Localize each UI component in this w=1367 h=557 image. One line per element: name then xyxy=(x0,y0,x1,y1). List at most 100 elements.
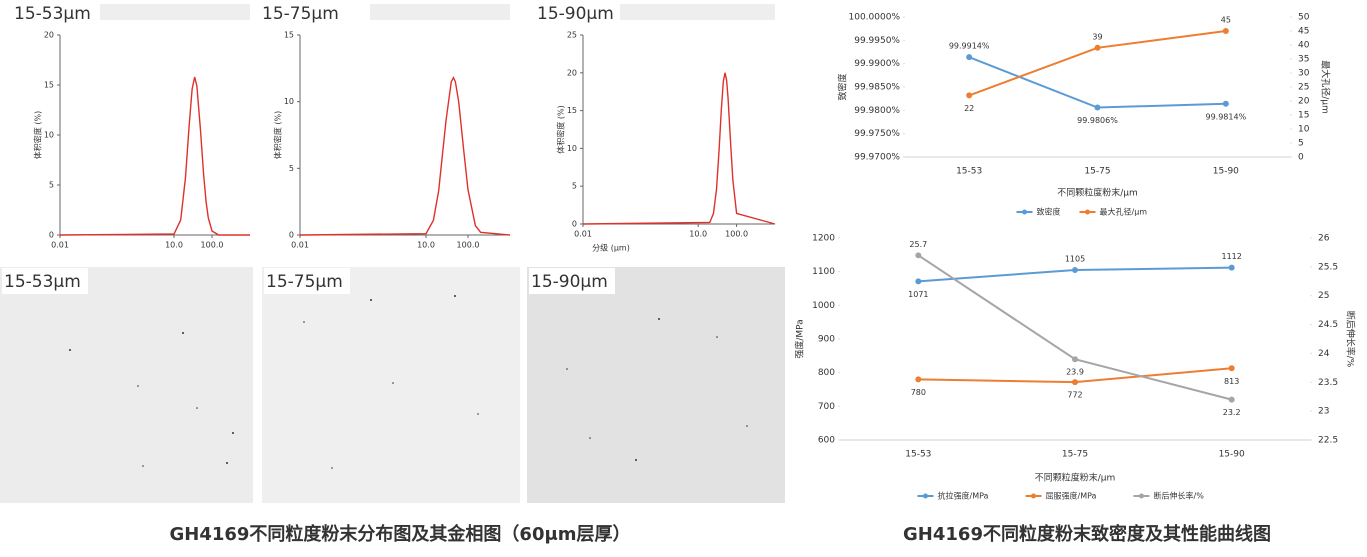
x-tick-label: 10.0 xyxy=(689,230,707,239)
title-bar xyxy=(620,4,775,20)
y2-tick-label: 25 xyxy=(1318,291,1329,301)
distribution-curve xyxy=(59,76,250,236)
micrograph-label: 15-90μm xyxy=(531,272,608,292)
legend-label: 屈服强度/MPa xyxy=(1046,491,1097,501)
distribution-curve xyxy=(582,72,776,225)
y-tick-label: 99.9900% xyxy=(854,59,900,69)
caption: GH4169不同粒度粉末分布图及其金相图（60μm层厚） xyxy=(170,523,631,545)
x-tick-label: 0.01 xyxy=(574,230,592,239)
micrograph xyxy=(527,267,785,503)
value-label: 22 xyxy=(964,104,974,113)
point xyxy=(1072,356,1078,363)
micrograph-label: 15-75μm xyxy=(266,272,343,292)
y-tick-label: 5 xyxy=(572,182,577,191)
legend-marker xyxy=(1022,209,1027,215)
y-tick-label: 700 xyxy=(818,402,835,412)
legend-marker xyxy=(923,493,928,499)
y-axis-title: 致密度 xyxy=(837,73,849,100)
y-tick-label: 900 xyxy=(818,335,835,345)
y-tick-label: 99.9700% xyxy=(854,153,900,163)
value-label: 23.2 xyxy=(1223,408,1241,417)
y-tick-label: 20 xyxy=(567,68,577,77)
point xyxy=(966,92,973,99)
y2-tick-label: 23.5 xyxy=(1318,378,1338,388)
y-tick-label: 99.9950% xyxy=(854,36,900,46)
y2-tick-label: 15 xyxy=(1298,111,1309,121)
point xyxy=(1094,44,1101,51)
y2-tick-label: 26 xyxy=(1318,234,1330,244)
y-tick-label: 600 xyxy=(818,436,835,446)
y-tick-label: 5 xyxy=(49,181,54,190)
y-axis-title: 体积密度 (%) xyxy=(556,105,566,153)
chart-title: 15-53μm xyxy=(14,4,91,24)
y-tick-label: 100.0000% xyxy=(849,13,901,23)
series-line xyxy=(917,254,1232,401)
label-bg xyxy=(2,268,88,294)
y-tick-label: 99.9850% xyxy=(854,83,900,93)
x-axis-title: 不同颗粒度粉末/μm xyxy=(1035,472,1116,484)
value-label: 99.9914% xyxy=(949,42,990,51)
x-tick-label: 10.0 xyxy=(165,241,183,250)
x-tick-label: 15-75 xyxy=(1084,167,1110,177)
y2-tick-label: 22.5 xyxy=(1318,436,1338,446)
value-label: 99.9814% xyxy=(1205,112,1246,121)
caption: GH4169不同粒度粉末致密度及其性能曲线图 xyxy=(903,523,1271,545)
y-tick-label: 10 xyxy=(567,144,577,153)
y-tick-label: 15 xyxy=(284,31,294,40)
y2-tick-label: 40 xyxy=(1298,41,1310,51)
y2-tick-label: 25.5 xyxy=(1318,262,1338,272)
legend-label: 最大孔径/μm xyxy=(1100,207,1148,217)
value-label: 99.9806% xyxy=(1077,116,1118,125)
x-tick-label: 10.0 xyxy=(417,241,435,250)
y-axis-title: 强度/MPa xyxy=(794,319,806,358)
micrograph-label: 15-53μm xyxy=(4,272,81,292)
legend-label: 抗拉强度/MPa xyxy=(938,491,989,501)
y2-tick-label: 20 xyxy=(1298,97,1310,107)
y2-tick-label: 25 xyxy=(1298,83,1309,93)
value-label: 780 xyxy=(911,388,926,397)
x-tick-label: 100.0 xyxy=(457,241,480,250)
x-tick-label: 100.0 xyxy=(725,230,748,239)
point xyxy=(1228,365,1235,372)
label-bg xyxy=(264,268,350,294)
legend-label: 致密度 xyxy=(1037,207,1061,217)
y-tick-label: 0 xyxy=(289,231,294,240)
point xyxy=(1228,396,1235,403)
x-tick-label: 15-75 xyxy=(1062,450,1088,460)
y-tick-label: 15 xyxy=(44,81,54,90)
x-tick-label: 15-53 xyxy=(956,167,982,177)
y2-tick-label: 0 xyxy=(1298,153,1304,163)
x-axis-title: 分级 (μm) xyxy=(592,243,630,253)
y2-tick-label: 24.5 xyxy=(1318,320,1338,330)
y-tick-label: 20 xyxy=(44,31,54,40)
y2-tick-label: 23 xyxy=(1318,407,1329,417)
y-tick-label: 1200 xyxy=(812,234,835,244)
x-tick-label: 0.01 xyxy=(51,241,69,250)
label-bg xyxy=(529,268,615,294)
y-axis-title: 体积密度 (%) xyxy=(33,111,43,159)
y-tick-label: 15 xyxy=(567,106,577,115)
point xyxy=(915,278,922,285)
y-tick-label: 800 xyxy=(818,368,835,378)
y-tick-label: 10 xyxy=(284,97,294,106)
x-axis-title: 不同颗粒度粉末/μm xyxy=(1057,187,1138,199)
y-tick-label: 99.9750% xyxy=(854,129,900,139)
y-tick-label: 99.9800% xyxy=(854,106,900,116)
legend-marker xyxy=(1139,493,1144,499)
x-tick-label: 15-53 xyxy=(905,450,931,460)
y-tick-label: 1000 xyxy=(812,301,835,311)
point xyxy=(1072,379,1078,386)
legend-marker xyxy=(1031,493,1036,499)
value-label: 25.7 xyxy=(909,240,927,249)
value-label: 1071 xyxy=(908,290,928,299)
y2-axis-title: 断后伸长率/% xyxy=(1345,311,1357,368)
y-tick-label: 10 xyxy=(44,131,54,140)
y-tick-label: 0 xyxy=(572,220,577,229)
value-label: 1112 xyxy=(1221,252,1241,261)
y2-tick-label: 50 xyxy=(1298,13,1310,23)
micrograph-panels xyxy=(0,267,785,503)
y2-tick-label: 35 xyxy=(1298,55,1309,65)
point xyxy=(1222,28,1229,34)
point xyxy=(915,252,922,259)
pores xyxy=(69,295,748,469)
